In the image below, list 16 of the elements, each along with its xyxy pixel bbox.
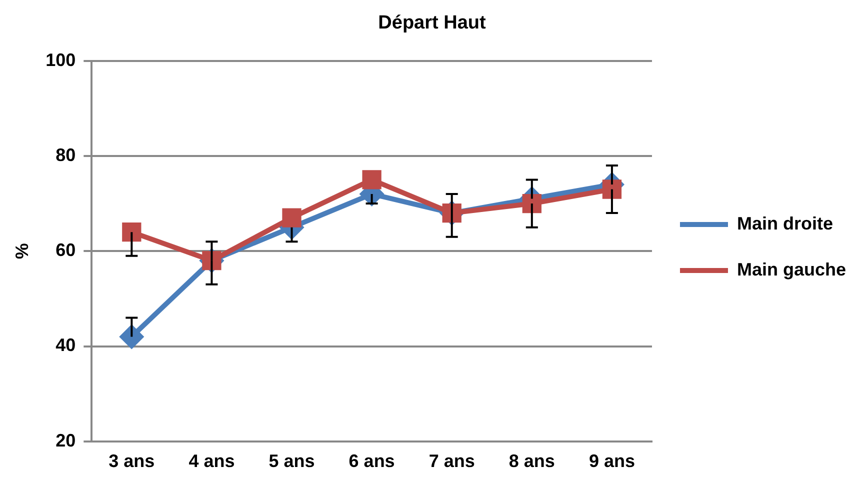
x-tick-label: 9 ans bbox=[588, 451, 635, 472]
legend-label: Main gauche bbox=[736, 259, 846, 280]
x-tick-label: 6 ans bbox=[348, 451, 395, 472]
y-tick-label: 100 bbox=[46, 50, 76, 70]
y-tick-label: 20 bbox=[56, 430, 76, 450]
y-axis-title: % bbox=[12, 243, 32, 260]
x-tick-label: 7 ans bbox=[428, 451, 475, 472]
legend-label: Main droite bbox=[736, 213, 833, 234]
y-tick-label: 40 bbox=[56, 335, 76, 356]
x-tick-label: 8 ans bbox=[508, 451, 555, 472]
y-tick-label: 60 bbox=[56, 240, 76, 260]
chart-title: Départ Haut bbox=[378, 12, 487, 34]
x-tick-label: 3 ans bbox=[108, 451, 155, 472]
x-tick-label: 5 ans bbox=[268, 451, 315, 472]
x-tick-label: 4 ans bbox=[188, 451, 235, 472]
y-tick-label: 80 bbox=[56, 144, 76, 165]
